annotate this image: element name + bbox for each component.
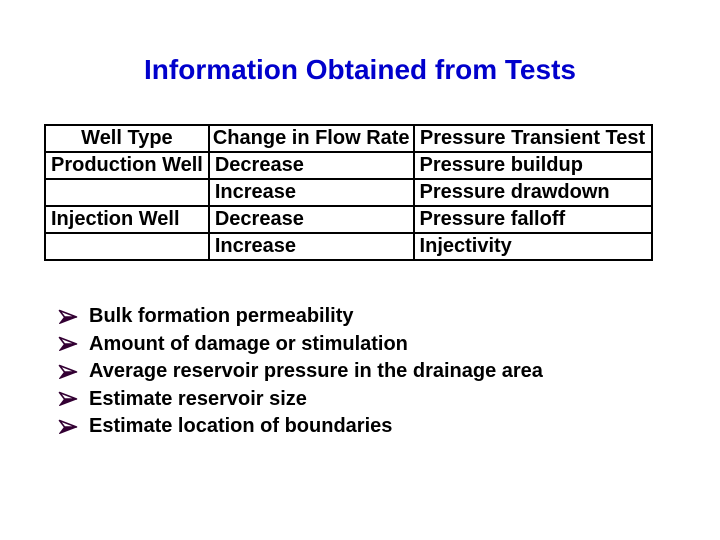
table-cell: Injectivity xyxy=(412,232,653,261)
list-item-text: Bulk formation permeability xyxy=(89,305,354,328)
list-item-text: Amount of damage or stimulation xyxy=(89,332,408,355)
table-row: Increase Pressure drawdown xyxy=(44,178,653,207)
table-cell: Pressure buildup xyxy=(412,151,653,180)
table-cell: Decrease xyxy=(207,205,415,234)
page-title: Information Obtained from Tests xyxy=(144,54,576,85)
list-item: Estimate location of boundaries xyxy=(58,413,543,441)
column-header-transient-test: Pressure Transient Test xyxy=(412,124,653,153)
arrowhead-bullet-icon xyxy=(58,391,78,407)
list-item: Estimate reservoir size xyxy=(58,386,543,414)
column-header-flow-rate: Change in Flow Rate xyxy=(207,124,415,153)
table-cell: Injection Well xyxy=(44,205,210,234)
table-cell: Pressure falloff xyxy=(412,205,653,234)
table-header-row: Well Type Change in Flow Rate Pressure T… xyxy=(44,124,653,153)
list-item-text: Estimate location of boundaries xyxy=(89,415,393,438)
list-item: Bulk formation permeability xyxy=(58,303,543,331)
table-cell: Decrease xyxy=(207,151,415,180)
table-row: Increase Injectivity xyxy=(44,232,653,261)
list-item-text: Estimate reservoir size xyxy=(89,387,307,410)
bullet-list: Bulk formation permeability Amount of da… xyxy=(58,303,543,441)
arrowhead-bullet-icon xyxy=(58,419,78,434)
list-item: Average reservoir pressure in the draina… xyxy=(58,358,543,386)
table-cell: Increase xyxy=(207,232,415,261)
column-header-well-type: Well Type xyxy=(44,124,210,153)
table-cell: Pressure drawdown xyxy=(412,178,653,207)
list-item-text: Average reservoir pressure in the draina… xyxy=(89,360,543,383)
table-cell: Increase xyxy=(207,178,415,207)
table-row: Production Well Decrease Pressure buildu… xyxy=(44,151,653,180)
table-row: Injection Well Decrease Pressure falloff xyxy=(44,205,653,234)
arrowhead-bullet-icon xyxy=(58,309,78,324)
arrowhead-bullet-icon xyxy=(58,364,78,379)
table-cell xyxy=(44,178,210,207)
arrowhead-bullet-icon xyxy=(58,336,78,352)
table-cell: Production Well xyxy=(44,151,210,180)
info-table: Well Type Change in Flow Rate Pressure T… xyxy=(44,124,653,261)
table-cell xyxy=(44,232,210,261)
list-item: Amount of damage or stimulation xyxy=(58,331,543,359)
